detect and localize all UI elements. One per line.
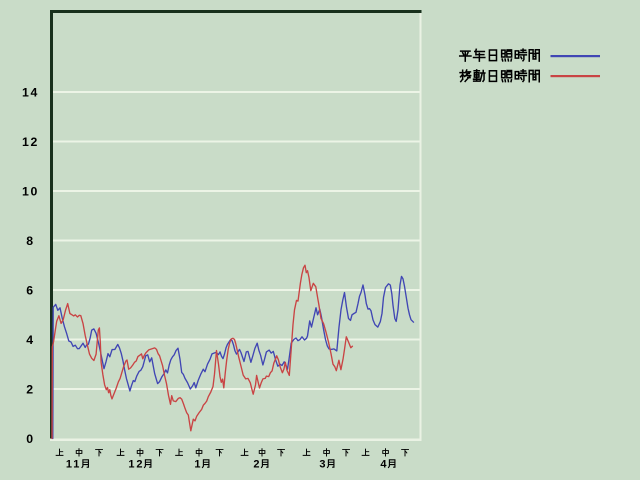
svg-text:0: 0: [26, 432, 35, 446]
svg-text:12: 12: [128, 459, 144, 471]
svg-text:4: 4: [26, 333, 35, 347]
svg-text:8: 8: [26, 234, 35, 248]
svg-text:12: 12: [22, 135, 39, 149]
svg-text:2: 2: [26, 382, 35, 396]
svg-text:1: 1: [194, 459, 202, 471]
svg-text:14: 14: [22, 85, 39, 99]
svg-text:10: 10: [22, 184, 39, 198]
svg-text:6: 6: [26, 283, 35, 297]
svg-text:2: 2: [253, 459, 261, 471]
svg-text:4: 4: [380, 459, 388, 471]
svg-text:3: 3: [319, 459, 327, 471]
svg-text:11: 11: [66, 459, 81, 471]
